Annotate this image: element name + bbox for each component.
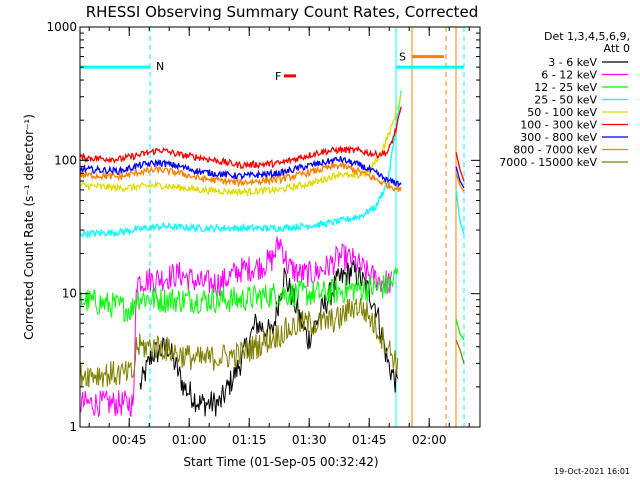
y-tick-label-1: 10 xyxy=(62,287,77,301)
x-tick-label-3: 01:30 xyxy=(292,433,327,447)
series-line-6 xyxy=(80,156,402,188)
series-line-8 xyxy=(80,297,399,388)
x-axis: 00:45 01:00 01:15 01:30 01:45 02:00 xyxy=(88,27,470,447)
x-axis-label: Start Time (01-Sep-05 00:32:42) xyxy=(183,455,378,469)
post-gap-line-2 xyxy=(455,173,465,193)
post-gap-line-0 xyxy=(455,152,465,182)
legend-header-line2: Att 0 xyxy=(604,42,630,55)
legend-label-2: 12 - 25 keV xyxy=(534,81,597,94)
legend-label-7: 800 - 7000 keV xyxy=(513,144,597,157)
series-line-2 xyxy=(80,266,399,323)
chart-title: RHESSI Observing Summary Count Rates, Co… xyxy=(86,3,479,21)
plot-frame xyxy=(79,26,481,428)
x-tick-label-0: 00:45 xyxy=(112,433,147,447)
series-line-5 xyxy=(80,106,402,170)
saa-label: S xyxy=(399,51,406,64)
series-line-3 xyxy=(80,90,402,239)
y-axis: 1 10 100 1000 xyxy=(46,20,480,434)
plot-area xyxy=(80,27,465,427)
y-tick-label-3: 1000 xyxy=(46,20,77,34)
series-line-1 xyxy=(80,236,392,418)
y-axis-label: Corrected Count Rate (s⁻¹ detector⁻¹) xyxy=(22,114,36,340)
post-gap-line-1 xyxy=(455,166,465,189)
night-label: N xyxy=(156,60,164,73)
legend-label-4: 50 - 100 keV xyxy=(527,106,597,119)
series-line-0 xyxy=(139,260,399,417)
series-line-7 xyxy=(80,161,402,193)
legend-label-0: 3 - 6 keV xyxy=(548,56,597,69)
x-tick-label-4: 01:45 xyxy=(352,433,387,447)
y-tick-label-2: 100 xyxy=(54,153,77,167)
post-gap-line-5 xyxy=(455,339,465,364)
y-tick-label-0: 1 xyxy=(69,420,77,434)
legend-label-8: 7000 - 15000 keV xyxy=(499,156,597,169)
legend-label-5: 100 - 300 keV xyxy=(520,119,597,132)
footer-timestamp: 19-Oct-2021 16:01 xyxy=(554,467,630,476)
legend-header-line1: Det 1,3,4,5,6,9, xyxy=(544,30,630,43)
series-line-4 xyxy=(80,93,402,198)
legend-label-6: 300 - 800 keV xyxy=(520,131,597,144)
flare-label: F xyxy=(275,70,281,83)
x-tick-label-1: 01:00 xyxy=(172,433,207,447)
legend-label-3: 25 - 50 keV xyxy=(534,94,597,107)
post-gap-line-3 xyxy=(455,189,465,235)
post-gap-line-4 xyxy=(455,318,465,341)
x-tick-label-5: 02:00 xyxy=(412,433,447,447)
legend-label-1: 6 - 12 keV xyxy=(541,69,597,82)
x-tick-label-2: 01:15 xyxy=(232,433,267,447)
